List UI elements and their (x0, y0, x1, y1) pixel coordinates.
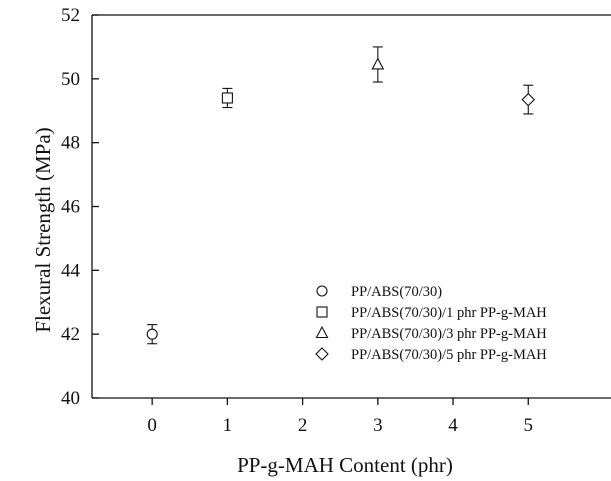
marker-circle (146, 328, 158, 340)
data-point-triangle (371, 46, 385, 83)
tick-labels: 40 42 44 46 48 50 52 0 1 2 3 4 5 (61, 5, 533, 436)
y-tick-label: 46 (61, 197, 80, 218)
legend-marker-triangle (315, 325, 329, 339)
legend-marker-square (316, 306, 328, 318)
x-axis-title: PP-g-MAH Content (phr) (237, 453, 453, 477)
y-tick-label: 42 (61, 324, 80, 345)
legend-marker-diamond (315, 347, 329, 361)
x-tick-label: 2 (298, 415, 308, 436)
legend: PP/ABS(70/30) PP/ABS(70/30)/1 phr PP-g-MA… (315, 284, 547, 363)
marker-square (221, 92, 233, 104)
data-points (146, 46, 536, 345)
data-point-diamond (521, 84, 536, 115)
marker-diamond (521, 92, 536, 107)
y-tick-label: 52 (61, 5, 80, 26)
tick-marks (92, 14, 529, 405)
legend-label: PP/ABS(70/30)/3 phr PP-g-MAH (351, 326, 547, 342)
legend-entry: PP/ABS(70/30)/1 phr PP-g-MAH (316, 305, 547, 321)
y-tick-label: 48 (61, 133, 80, 154)
legend-entry: PP/ABS(70/30)/5 phr PP-g-MAH (315, 347, 547, 363)
x-tick-label: 1 (223, 415, 233, 436)
marker-triangle (371, 57, 385, 70)
legend-entry: PP/ABS(70/30)/3 phr PP-g-MAH (315, 325, 547, 342)
x-tick-label: 3 (373, 415, 383, 436)
y-tick-label: 50 (61, 69, 80, 90)
y-axis-title: Flexural Strength (MPa) (31, 127, 55, 332)
x-tick-label: 4 (448, 415, 458, 436)
data-point-circle (146, 324, 158, 345)
x-tick-label: 0 (147, 415, 157, 436)
y-tick-label: 40 (61, 388, 80, 409)
legend-entry: PP/ABS(70/30) (316, 284, 442, 300)
y-tick-label: 44 (61, 260, 81, 281)
legend-label: PP/ABS(70/30)/5 phr PP-g-MAH (351, 347, 547, 363)
x-tick-label: 5 (524, 415, 534, 436)
legend-label: PP/ABS(70/30) (351, 284, 442, 300)
data-point-square (221, 87, 233, 109)
legend-label: PP/ABS(70/30)/1 phr PP-g-MAH (351, 305, 547, 321)
legend-marker-circle (316, 285, 328, 297)
